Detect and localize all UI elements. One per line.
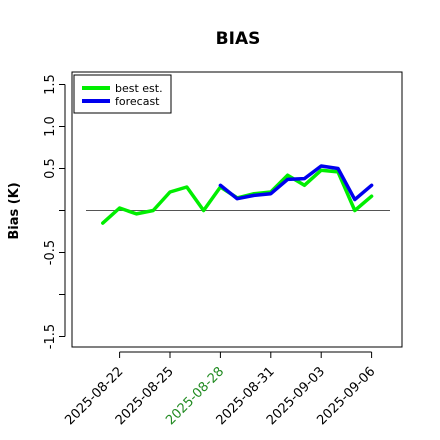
y-tick-label: -1.5 xyxy=(43,324,58,349)
y-tick-label: 1.5 xyxy=(43,74,58,95)
y-tick-label: -0.5 xyxy=(43,240,58,265)
legend-label-best-est: best est. xyxy=(115,82,163,95)
legend-box xyxy=(73,74,172,114)
y-axis: -1.5 -0.5 0.5 1.0 1.5 xyxy=(43,74,66,349)
x-axis: 2025-08-222025-08-252025-08-282025-08-31… xyxy=(62,351,378,428)
chart-title: BIAS xyxy=(216,29,261,49)
series-layer xyxy=(101,164,374,225)
legend: best est. forecast xyxy=(73,74,172,114)
y-axis-label: Bias (K) xyxy=(7,182,22,239)
y-tick-label: 0.5 xyxy=(43,158,58,179)
series-line-forecast xyxy=(218,164,374,202)
y-tick-label: 1.0 xyxy=(43,116,58,137)
plot-area-frame xyxy=(71,71,403,348)
legend-label-forecast: forecast xyxy=(115,95,160,108)
